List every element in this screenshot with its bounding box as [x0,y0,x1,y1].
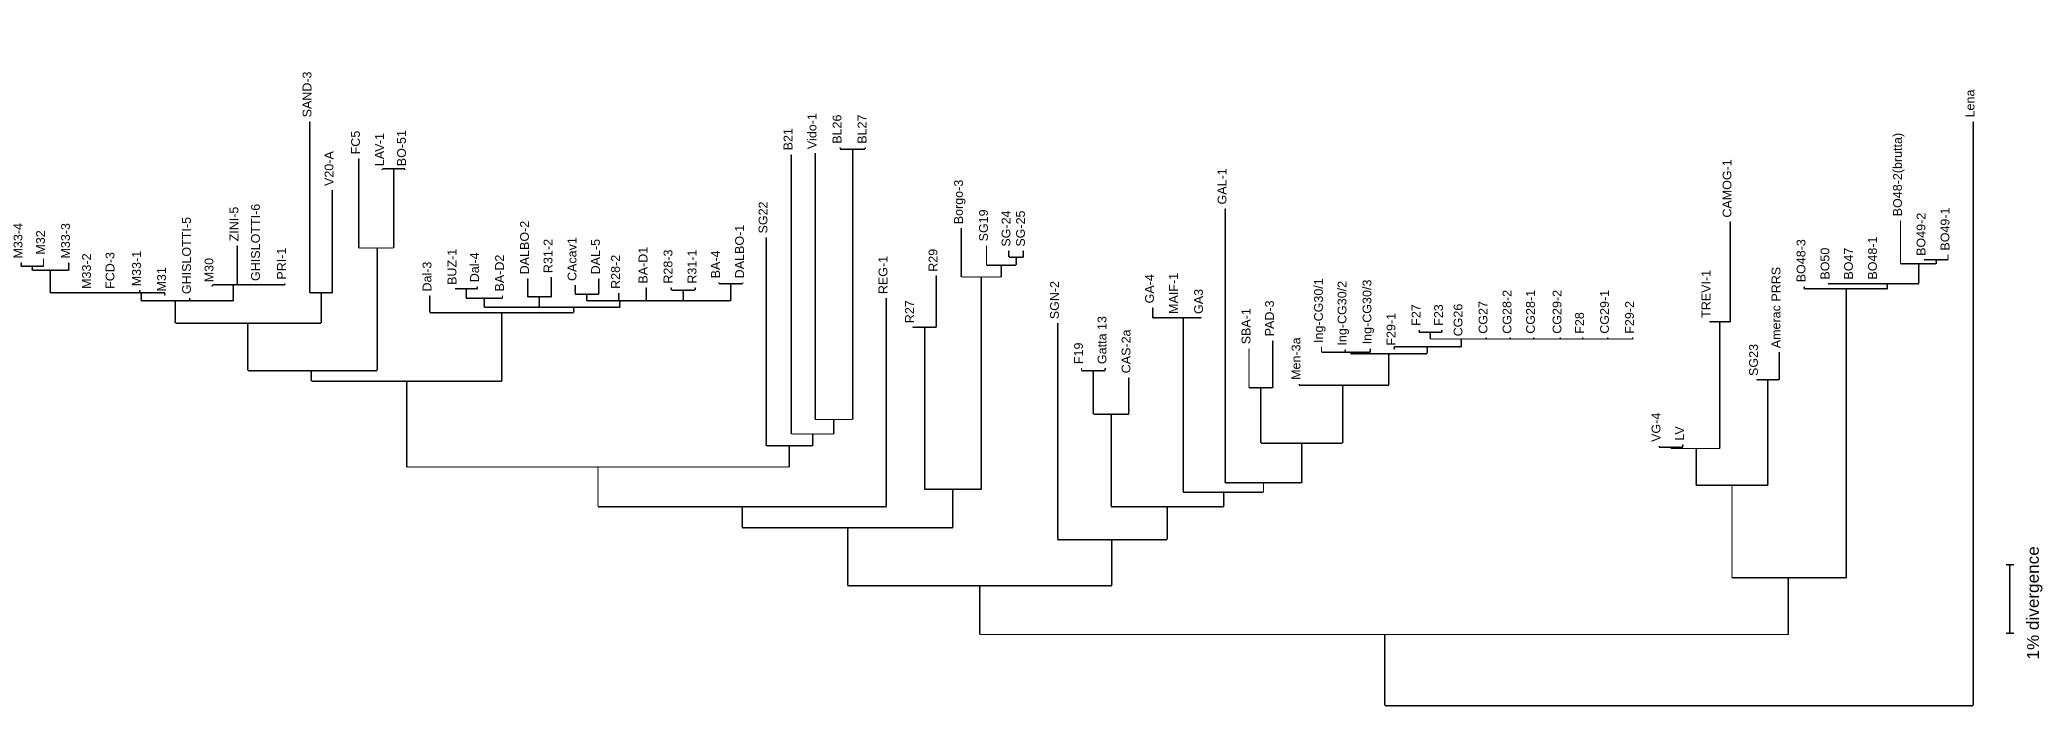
leaf-label: SG-24 [999,210,1013,246]
leaf-label: LAV-1 [373,133,387,166]
leaf-label: Borgo-3 [952,180,966,225]
leaf-label: Ing-CG30/2 [1336,281,1350,346]
leaf-label: DAL-5 [589,239,603,275]
leaf-label: TREVI-1 [1700,270,1714,318]
leaf-label: BA-D1 [637,247,651,284]
leaf-label: CG29-2 [1551,290,1565,334]
leaf-label: M33-2 [80,253,94,289]
leaf-label: F28 [1573,312,1587,334]
leaf-label: BO-51 [395,130,409,166]
leaf-label: GAL-1 [1216,168,1230,204]
leaf-label: FC5 [349,131,363,155]
leaf-label: LV [1673,426,1687,441]
leaf-label: BO47 [1842,248,1856,280]
leaf-label: BL27 [856,115,870,144]
leaf-label: M32 [34,230,48,254]
leaf-label: M33-1 [130,251,144,287]
leaf-label: BO49-2 [1915,213,1929,256]
leaf-label: BO50 [1818,248,1832,280]
leaf-label: BO48-1 [1866,236,1880,279]
leaf-label: Ing-CG30/3 [1361,280,1375,345]
tree-branches [20,121,1974,707]
leaf-label: BL26 [830,115,844,144]
scale-bar-label: 1% divergence [2023,546,2043,659]
leaf-label: M30 [203,258,217,282]
leaf-label: DALBO-2 [518,221,532,275]
leaf-label: GHISLOTTI-6 [249,204,263,281]
leaf-label: V20-A [323,151,337,186]
leaf-label: Lena [1963,90,1977,118]
leaf-label: R29 [927,249,941,272]
leaf-label: CG27 [1477,301,1491,334]
leaf-label: BUZ-1 [445,249,459,285]
leaf-label: REG-1 [877,256,891,294]
leaf-label: B21 [782,128,796,150]
leaf-label: PRI-1 [275,248,289,280]
leaf-label: CG28-2 [1500,290,1514,334]
leaf-label: ZINI-5 [228,207,242,242]
leaf-label: CG29-1 [1598,290,1612,334]
leaf-label: PAD-3 [1263,300,1277,336]
leaf-label: GA3 [1192,289,1206,314]
leaf-label: BO48-3 [1795,239,1809,282]
leaf-label: BO48-2(brutta) [1891,133,1905,216]
leaf-label: F29-2 [1623,301,1637,334]
leaf-label: R31-2 [542,239,556,273]
leaf-label: R28-3 [662,249,676,283]
scale-bar: 1% divergence [2006,546,2043,660]
leaf-label: Amerac PRRS [1769,267,1783,348]
leaf-label: CG26 [1452,304,1466,337]
leaf-label: SGN-2 [1048,281,1062,319]
leaf-label: SBA-1 [1239,308,1253,344]
leaf-label: CG28-1 [1524,290,1538,334]
leaf-label: R27 [903,300,917,323]
leaf-label: FCD-3 [104,252,118,289]
leaf-label: Dal-3 [420,262,434,292]
leaf-label: VG-4 [1649,413,1663,442]
leaf-label: GHISLOTTI-5 [180,217,194,294]
leaf-label: CAcav1 [565,237,579,281]
leaf-label: F19 [1072,342,1086,364]
leaf-label: M33-4 [11,223,25,259]
leaf-label: SG19 [977,209,991,241]
leaf-label: Gatta 13 [1096,316,1110,364]
leaf-label: CAMOG-1 [1721,159,1735,217]
leaf-label: DALBO-1 [733,225,747,279]
leaf-label: SG-25 [1014,210,1028,246]
leaf-label: Men-3a [1289,337,1303,379]
leaf-label: Dal-4 [468,252,482,282]
leaf-label: F27 [1409,304,1423,326]
leaf-label: M33-3 [59,223,73,259]
leaf-label: CAS-2a [1119,329,1133,373]
leaf-label: SAND-3 [300,71,314,117]
leaf-labels: M33-4 M32 M33-3 M33-2 FCD-3 M33-1 M31 GHISLOTTI… [11,71,1977,441]
leaf-label: F29-1 [1384,313,1398,346]
leaf-label: R31-1 [685,249,699,283]
leaf-label: Vido-1 [805,113,819,149]
leaf-label: GA-4 [1143,274,1157,303]
leaf-label: BA-D2 [493,255,507,292]
leaf-label: Ing-CG30/1 [1312,278,1326,343]
leaf-label: M31 [155,267,169,291]
leaf-label: BA-4 [709,250,723,278]
leaf-label: MAIF-1 [1167,273,1181,314]
leaf-label: F23 [1432,304,1446,326]
leaf-label: R28-2 [609,255,623,289]
leaf-label: BO49-1 [1938,207,1952,250]
leaf-label: SG23 [1747,344,1761,376]
leaf-label: SG22 [757,201,771,233]
